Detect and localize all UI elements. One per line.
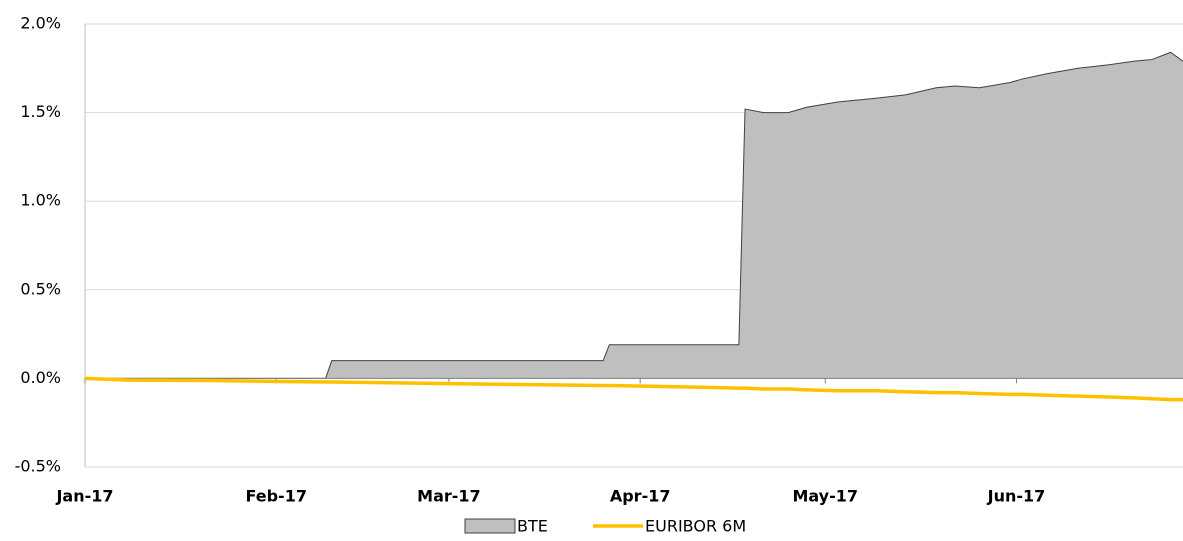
legend-swatch xyxy=(464,518,516,534)
y-tick-label: -0.5% xyxy=(15,457,61,476)
x-tick-label: Jun-17 xyxy=(987,487,1046,506)
y-tick-label: 1.0% xyxy=(20,191,61,210)
legend-label: EURIBOR 6M xyxy=(645,517,746,536)
y-tick-label: 2.0% xyxy=(20,14,61,33)
x-tick-label: Jan-17 xyxy=(55,487,113,506)
x-tick-label: Apr-17 xyxy=(610,487,671,506)
y-tick-label: 0.0% xyxy=(20,368,61,387)
x-tick-label: Mar-17 xyxy=(417,487,481,506)
y-tick-label: 0.5% xyxy=(20,279,61,298)
x-tick-label: May-17 xyxy=(792,487,858,506)
area-outline xyxy=(85,51,1183,379)
y-tick-label: 1.5% xyxy=(20,102,61,121)
area xyxy=(85,52,1183,379)
legend-label: BTE xyxy=(517,517,548,536)
line xyxy=(84,376,1183,402)
x-tick-label: Feb-17 xyxy=(245,487,307,506)
